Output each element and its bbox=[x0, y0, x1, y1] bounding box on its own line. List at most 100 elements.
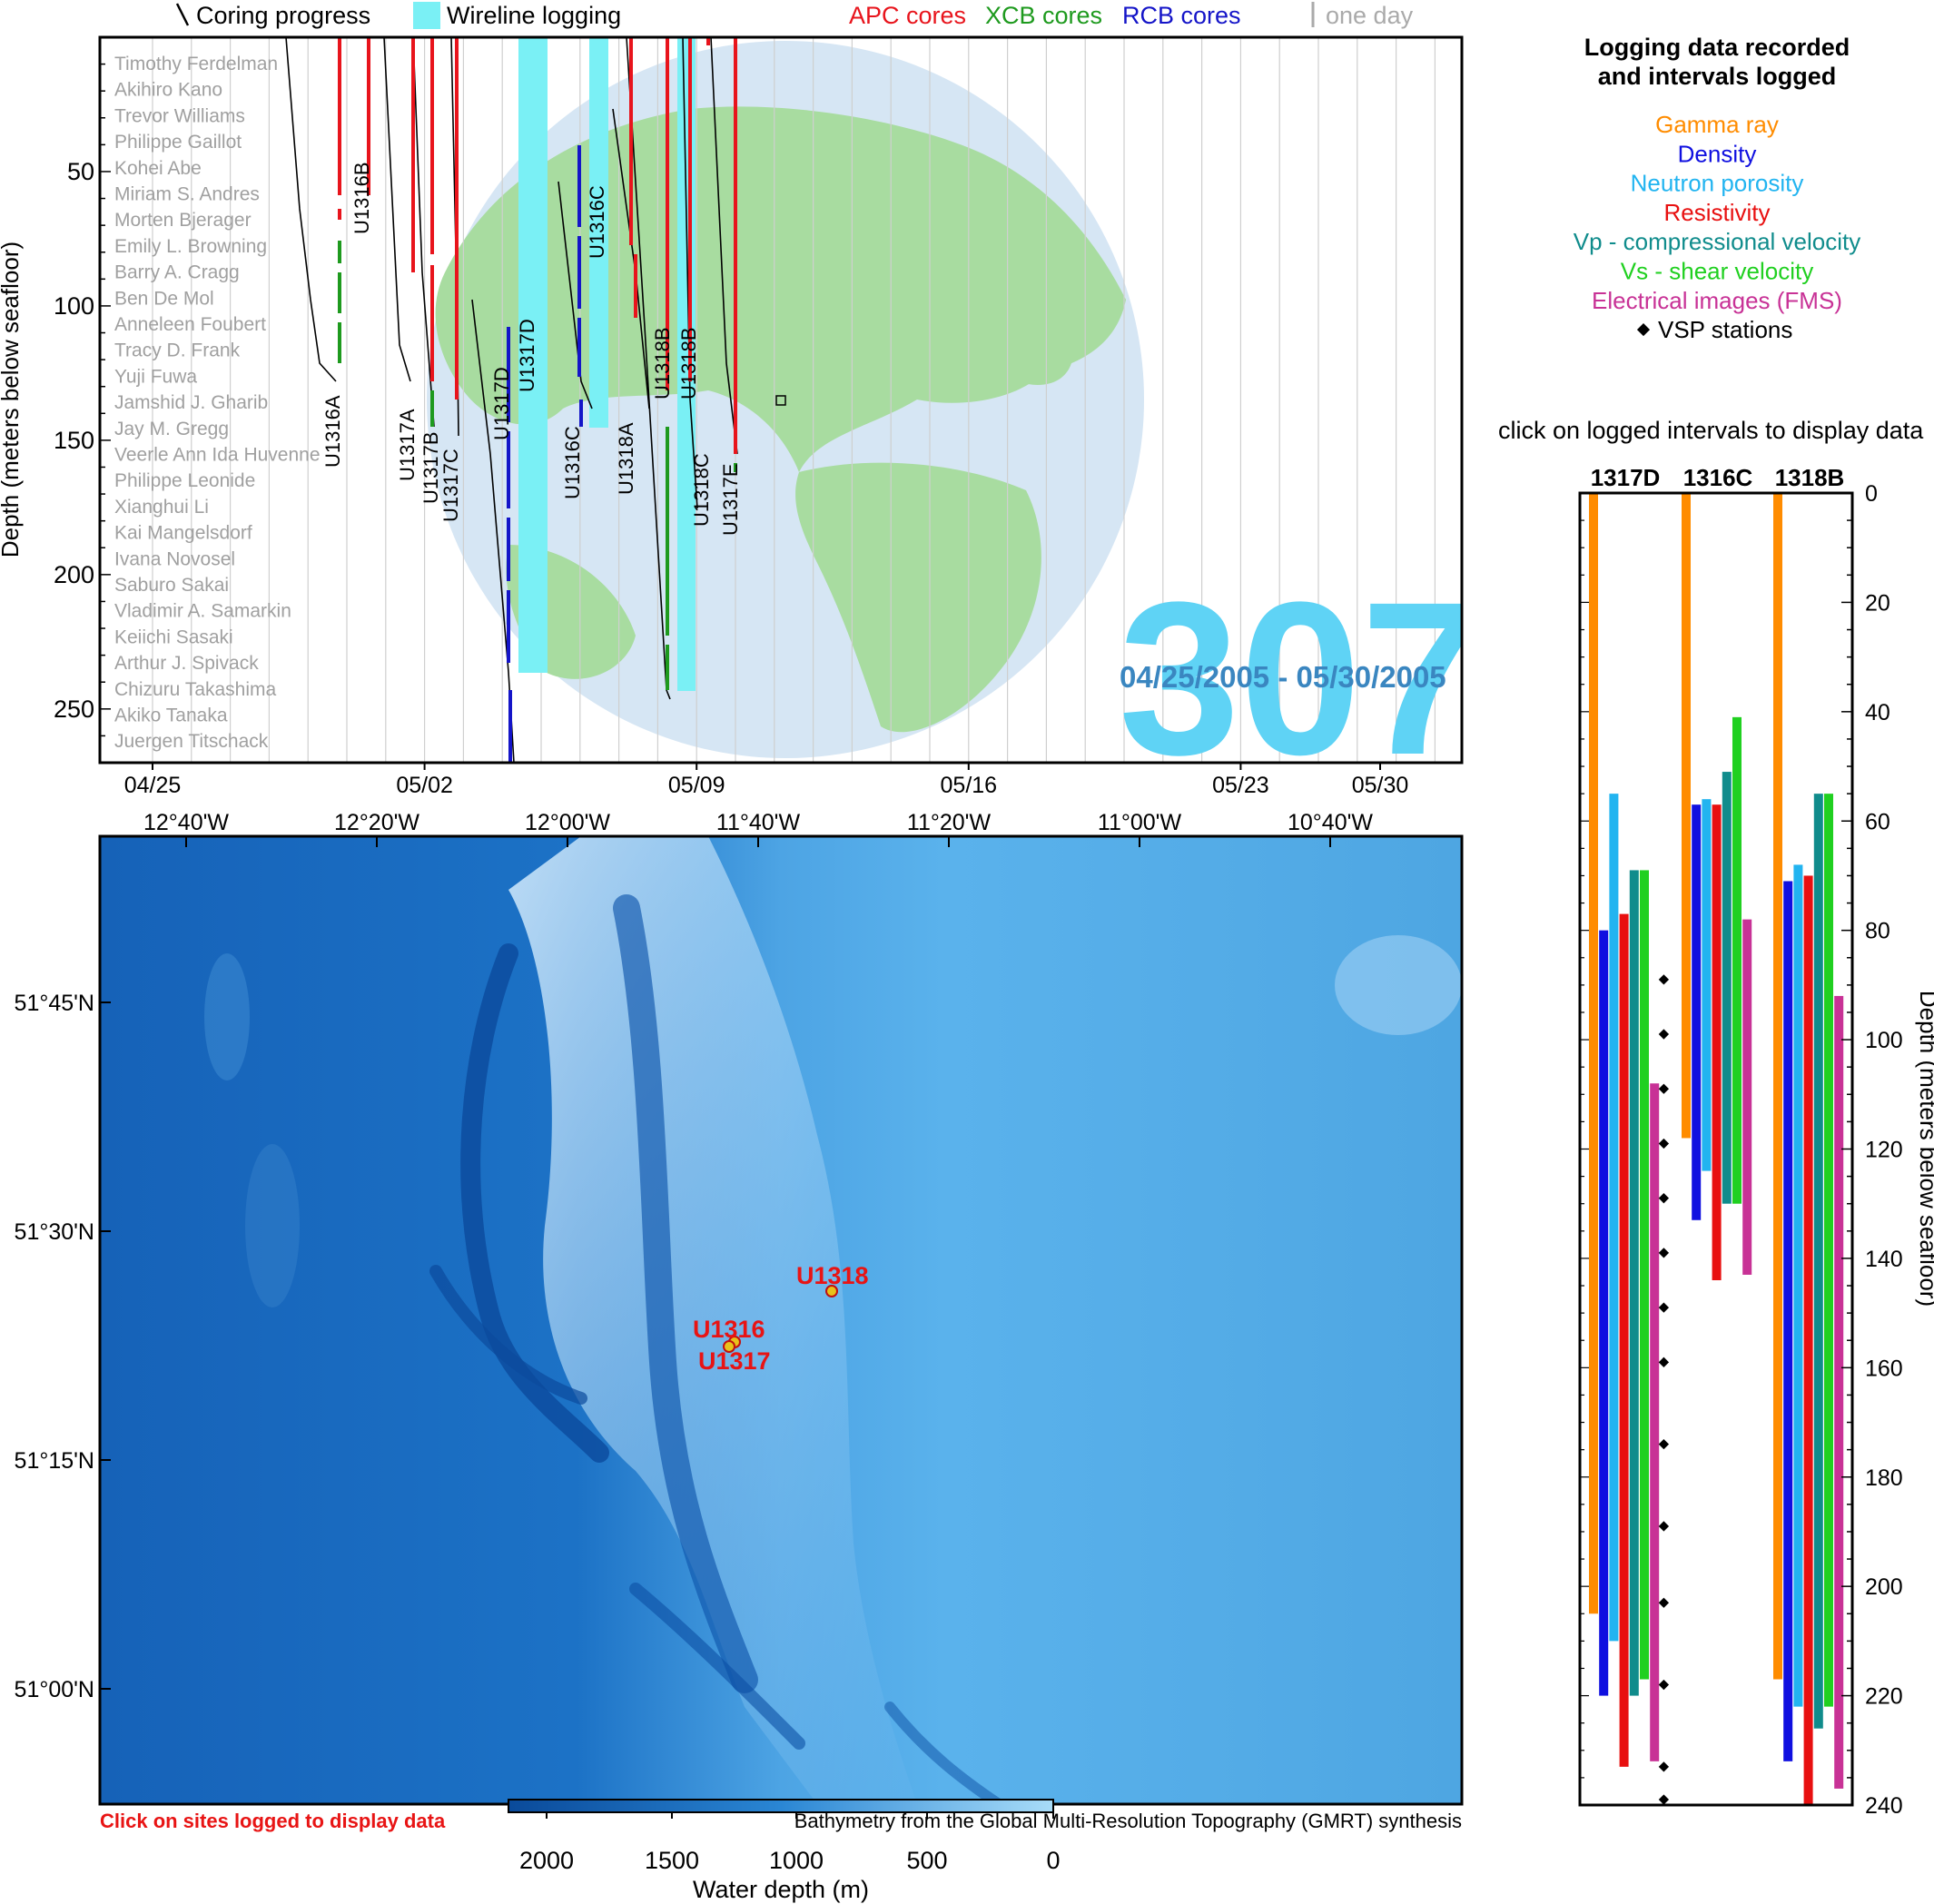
site-marker-U1317[interactable] bbox=[723, 1340, 735, 1353]
lon-tick-label: 11°20'W bbox=[907, 810, 992, 835]
site-marker-U1318[interactable] bbox=[825, 1285, 838, 1297]
site-label-U1317[interactable]: U1317 bbox=[698, 1347, 771, 1375]
y-tick-label: 100 bbox=[54, 292, 94, 320]
logged-interval-bar[interactable] bbox=[1640, 870, 1649, 1680]
colorbar-tick-label: 1500 bbox=[645, 1847, 699, 1874]
site-U1316[interactable]: U1316 bbox=[693, 1316, 765, 1348]
depth-tick-label: 180 bbox=[1865, 1465, 1903, 1491]
x-tick-label: 05/09 bbox=[668, 773, 725, 798]
logging-title-line2: and intervals logged bbox=[1598, 63, 1837, 90]
timeline-legend: Coring progress Wireline logging APC cor… bbox=[175, 2, 1414, 29]
vsp-station-marker[interactable] bbox=[1658, 1438, 1670, 1450]
depth-tick-label: 220 bbox=[1865, 1684, 1903, 1710]
hole-label: U1316B bbox=[350, 162, 373, 234]
logged-interval-bar[interactable] bbox=[1813, 794, 1823, 1729]
scientist-name: Emily L. Browning bbox=[114, 236, 267, 257]
logged-interval-bar[interactable] bbox=[1599, 930, 1609, 1696]
wireline-label: Wireline logging bbox=[447, 2, 621, 29]
logged-interval-bar[interactable] bbox=[1824, 794, 1833, 1707]
coring-progress-label: Coring progress bbox=[196, 2, 370, 29]
logged-interval-bar[interactable] bbox=[1609, 794, 1619, 1642]
colorbar-ticks: 2000 1500 1000 500 0 bbox=[519, 1812, 1061, 1874]
log-type-label: Density bbox=[1678, 140, 1757, 167]
vsp-station-marker[interactable] bbox=[1658, 1356, 1670, 1367]
scientist-name: Chizuru Takashima bbox=[114, 679, 277, 700]
logged-interval-bar[interactable] bbox=[1834, 995, 1844, 1789]
site-location-marker bbox=[775, 395, 786, 406]
scientist-name: Timothy Ferdelman bbox=[114, 54, 278, 74]
site-U1318[interactable]: U1318 bbox=[796, 1262, 869, 1297]
lon-tick-label: 12°00'W bbox=[525, 810, 610, 835]
depth-tick-label: 60 bbox=[1865, 809, 1890, 834]
scientist-name: Ivana Novosel bbox=[114, 548, 235, 569]
hole-label: U1316C bbox=[586, 185, 608, 259]
vsp-station-marker[interactable] bbox=[1658, 1193, 1670, 1204]
logged-interval-bar[interactable] bbox=[1692, 804, 1702, 1220]
apc-core-intervals bbox=[338, 37, 737, 454]
scientist-name: Keiichi Sasaki bbox=[114, 626, 233, 647]
expedition-number: 307 bbox=[1119, 557, 1482, 800]
vsp-station-marker[interactable] bbox=[1658, 1138, 1670, 1149]
scientist-name: Philippe Leonide bbox=[114, 470, 255, 491]
vsp-station-marker[interactable] bbox=[1658, 1794, 1670, 1805]
logged-interval-bar[interactable] bbox=[1803, 875, 1813, 1805]
vsp-station-marker[interactable] bbox=[1658, 1597, 1670, 1608]
site-U1317[interactable]: U1317 bbox=[698, 1340, 771, 1375]
logged-interval-bar[interactable] bbox=[1682, 493, 1691, 1139]
logging-title-line1: Logging data recorded bbox=[1584, 34, 1850, 61]
rcb-label: RCB cores bbox=[1122, 2, 1241, 29]
scientist-name: Arthur J. Spivack bbox=[114, 653, 259, 674]
scientist-name: Kohei Abe bbox=[114, 158, 202, 179]
scientist-name: Philippe Gaillot bbox=[114, 132, 242, 153]
x-tick-label: 05/30 bbox=[1352, 773, 1409, 798]
logged-interval-bar[interactable] bbox=[1629, 870, 1639, 1696]
logged-interval-bar[interactable] bbox=[1702, 799, 1712, 1171]
logged-hole-header: 1317D bbox=[1591, 464, 1661, 491]
logged-interval-bar[interactable] bbox=[1712, 804, 1722, 1280]
scientist-name: Jay M. Gregg bbox=[114, 419, 229, 439]
vsp-station-marker[interactable] bbox=[1658, 1083, 1670, 1094]
vsp-station-marker[interactable] bbox=[1658, 1302, 1670, 1313]
vsp-station-marker[interactable] bbox=[1658, 1761, 1670, 1772]
hole-label: U1318C bbox=[690, 453, 713, 527]
scientist-name: Akiko Tanaka bbox=[114, 705, 228, 726]
timeline-y-axis: 50 100 150 200 250 bbox=[54, 63, 111, 737]
vsp-station-marker[interactable] bbox=[1658, 974, 1670, 985]
hole-label: U1318A bbox=[615, 422, 637, 495]
vsp-station-marker[interactable] bbox=[1658, 1679, 1670, 1691]
hole-label: U1317D bbox=[490, 367, 513, 440]
rcb-core-intervals bbox=[507, 145, 583, 763]
colorbar-tick-label: 500 bbox=[906, 1847, 947, 1874]
site-label-U1318[interactable]: U1318 bbox=[796, 1262, 869, 1289]
logged-interval-bar[interactable] bbox=[1650, 1083, 1660, 1761]
hole-label: U1318B bbox=[651, 327, 674, 400]
apc-label: APC cores bbox=[849, 2, 966, 29]
logged-interval-bar[interactable] bbox=[1619, 913, 1629, 1767]
site-label-U1316[interactable]: U1316 bbox=[693, 1316, 765, 1343]
hole-label: U1317E bbox=[719, 463, 742, 536]
vsp-station-marker[interactable] bbox=[1658, 1521, 1670, 1532]
scientist-name: Akihiro Kano bbox=[114, 80, 222, 101]
lon-tick-label: 12°20'W bbox=[334, 810, 419, 835]
scientist-name: Saburo Sakai bbox=[114, 575, 229, 596]
logging-summary-panel: Logging data recorded and intervals logg… bbox=[1498, 34, 1934, 1819]
y-tick-label: 50 bbox=[67, 158, 94, 185]
logged-interval-bar[interactable] bbox=[1773, 493, 1782, 1680]
log-type-label: Gamma ray bbox=[1655, 111, 1779, 138]
timeline-panel: 307 04/25/2005 - 05/30/2005 Timothy Ferd… bbox=[0, 35, 1482, 800]
bathymetry-credit: Bathymetry from the Global Multi-Resolut… bbox=[794, 1810, 1462, 1832]
logged-hole-headers: 1317D 1316C 1318B bbox=[1591, 464, 1845, 491]
logged-interval-bar[interactable] bbox=[1793, 864, 1803, 1707]
logged-interval-bar[interactable] bbox=[1722, 772, 1732, 1204]
scientist-name: Tracy D. Frank bbox=[114, 340, 241, 361]
logged-interval-bar[interactable] bbox=[1783, 881, 1793, 1761]
vsp-station-marker[interactable] bbox=[1658, 1029, 1670, 1040]
depth-tick-label: 80 bbox=[1865, 919, 1890, 944]
logged-interval-bar[interactable] bbox=[1732, 716, 1742, 1204]
vsp-station-marker[interactable] bbox=[1658, 1248, 1670, 1258]
lat-tick-label: 51°30'N bbox=[15, 1219, 94, 1245]
logged-interval-bar[interactable] bbox=[1589, 493, 1598, 1614]
logged-hole-header: 1318B bbox=[1775, 464, 1845, 491]
logged-interval-bar[interactable] bbox=[1742, 919, 1752, 1275]
